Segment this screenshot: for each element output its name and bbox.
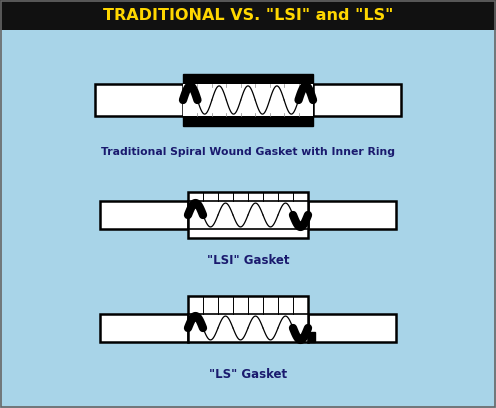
Bar xyxy=(308,332,315,342)
Bar xyxy=(313,84,401,116)
Text: "LSI" Gasket: "LSI" Gasket xyxy=(207,253,289,266)
Bar xyxy=(308,314,396,342)
Bar xyxy=(100,201,188,229)
Text: Traditional Spiral Wound Gasket with Inner Ring: Traditional Spiral Wound Gasket with Inn… xyxy=(101,147,395,157)
Bar xyxy=(188,296,308,342)
Bar xyxy=(100,314,188,342)
Text: TRADITIONAL VS. "LSI" and "LS": TRADITIONAL VS. "LSI" and "LS" xyxy=(103,7,393,22)
Bar xyxy=(0,0,496,30)
Bar xyxy=(183,84,313,116)
Bar xyxy=(308,201,396,229)
Bar xyxy=(188,192,308,238)
Text: "LS" Gasket: "LS" Gasket xyxy=(209,368,287,381)
Bar xyxy=(183,74,313,84)
Bar xyxy=(95,84,183,116)
Bar xyxy=(183,116,313,126)
